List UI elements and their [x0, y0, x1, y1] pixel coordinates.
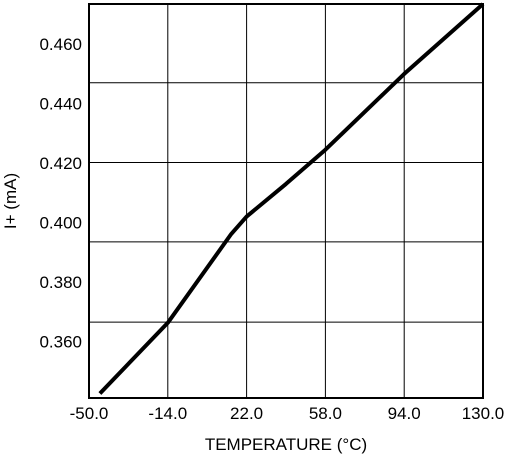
x-tick-label: 94.0 — [388, 404, 421, 423]
y-tick-label: 0.380 — [39, 273, 82, 292]
x-tick-label: 58.0 — [309, 404, 342, 423]
y-tick-label: 0.460 — [39, 35, 82, 54]
plot-frame — [88, 3, 484, 399]
x-tick-label: 130.0 — [462, 404, 505, 423]
y-axis-label: I+ (mA) — [1, 173, 20, 229]
series-line — [98, 2, 485, 395]
y-tick-label: 0.420 — [39, 154, 82, 173]
x-tick-label: 22.0 — [230, 404, 263, 423]
x-axis-label: TEMPERATURE (°C) — [205, 435, 367, 454]
y-axis-ticks: 0.360 0.380 0.400 0.420 0.440 0.460 — [39, 35, 82, 351]
x-tick-label: -50.0 — [70, 404, 109, 423]
x-tick-label: -14.0 — [148, 404, 187, 423]
y-tick-label: 0.360 — [39, 333, 82, 352]
x-axis-ticks: -50.0 -14.0 22.0 58.0 94.0 130.0 — [70, 404, 505, 423]
grid-lines — [89, 4, 483, 398]
y-tick-label: 0.440 — [39, 95, 82, 114]
y-tick-label: 0.400 — [39, 214, 82, 233]
